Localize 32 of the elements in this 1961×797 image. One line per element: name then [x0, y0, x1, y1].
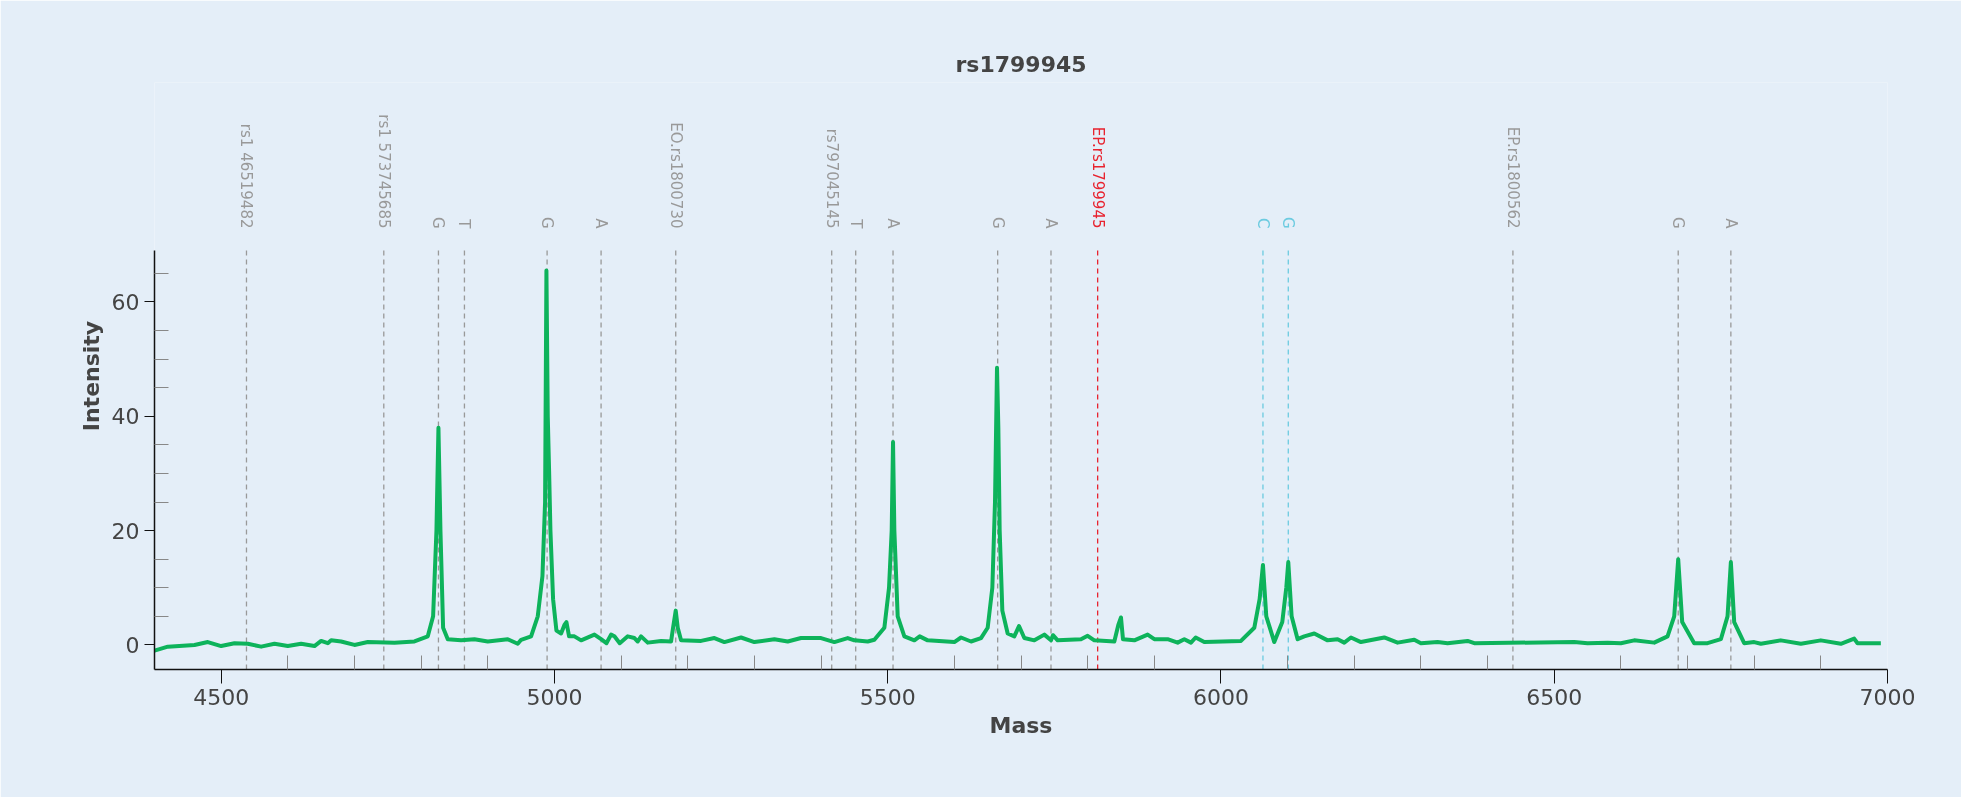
ref-line-label: A	[1721, 218, 1740, 230]
ref-line-label: A	[592, 218, 611, 230]
y-tick-label: 40	[111, 404, 140, 430]
ref-line-label: A	[884, 218, 903, 230]
x-axis-title: Mass	[989, 712, 1053, 738]
y-tick-label: 0	[125, 632, 140, 658]
ref-line-label: EO.rs1800730	[666, 122, 685, 229]
y-tick-label: 60	[111, 289, 140, 315]
chart-title: rs1799945	[955, 51, 1087, 77]
ref-line-label: EP.rs1799945	[1088, 126, 1107, 229]
y-tick-label: 20	[111, 518, 140, 544]
x-tick-label: 7000	[1859, 684, 1916, 710]
x-tick-label: 6500	[1526, 684, 1583, 710]
ref-line-label: G	[1669, 216, 1688, 229]
x-tick-label: 5500	[859, 684, 916, 710]
ref-line-label: G	[538, 216, 557, 229]
ref-line-label: EP.rs1800562	[1503, 126, 1522, 229]
ref-line-label: G	[429, 216, 448, 229]
line-series	[154, 268, 1883, 653]
ref-line-label: rs1 573745685	[374, 114, 393, 229]
x-tick-label: 4500	[193, 684, 250, 710]
ref-line-label: C	[1253, 218, 1272, 229]
ref-line-label: A	[1041, 218, 1060, 230]
x-tick-label: 5000	[526, 684, 583, 710]
ref-line-label: rs797045145	[822, 128, 841, 229]
y-axis-title: Intensity	[78, 320, 104, 432]
ref-line-label: rs1 46519482	[237, 123, 256, 229]
ref-line-label: G	[988, 216, 1007, 229]
ref-line-label: G	[1279, 216, 1298, 229]
ref-line-label: T	[846, 218, 865, 230]
x-tick-label: 6000	[1192, 684, 1249, 710]
ref-line-label: T	[455, 218, 474, 230]
